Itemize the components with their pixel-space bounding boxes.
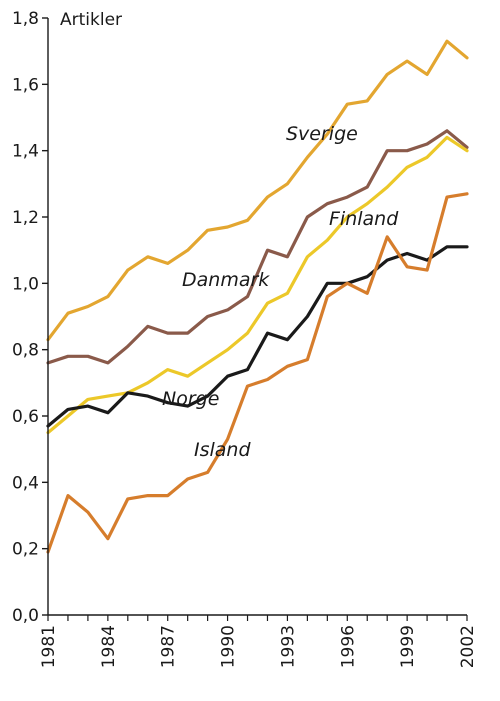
y-tick-label: 0,6 (12, 407, 39, 427)
series-label-sverige: Sverige (286, 123, 358, 145)
series-labels: Sverige Finland Danmark Norge Island (162, 123, 399, 461)
x-tick-label: 1987 (159, 625, 179, 668)
y-tick-label: 1,2 (12, 208, 39, 228)
series-line-island (46, 192, 469, 554)
series-line-sverige (46, 39, 469, 342)
series-label-norge: Norge (162, 388, 219, 410)
series-label-danmark: Danmark (182, 269, 270, 291)
series-line-danmark (46, 129, 469, 365)
x-tick-label: 1993 (278, 625, 298, 668)
y-tick-label: 0,4 (12, 473, 39, 493)
series-label-island: Island (194, 439, 251, 461)
x-tick-label: 1999 (398, 625, 418, 668)
x-tick-label: 1990 (219, 625, 239, 668)
series-lines (46, 39, 469, 554)
y-axis-ticks: 0,0 0,2 0,4 0,6 0,8 1,0 1,2 1,4 1,6 1,8 (12, 9, 48, 626)
series-label-finland: Finland (329, 208, 399, 230)
y-unit-label: Artikler (60, 10, 122, 30)
y-tick-label: 0,0 (12, 606, 39, 626)
x-tick-label: 1984 (99, 625, 119, 668)
series-line-finland (46, 135, 469, 435)
x-tick-label: 2002 (458, 625, 478, 668)
y-tick-label: 1,6 (12, 75, 39, 95)
series-line-norge (46, 245, 469, 428)
y-tick-label: 0,2 (12, 540, 39, 560)
x-tick-label: 1981 (39, 625, 59, 668)
x-tick-label: 1996 (338, 625, 358, 668)
x-axis-ticks: 1981 1984 1987 1990 1993 1996 1999 2002 (39, 615, 478, 668)
y-tick-label: 1,4 (12, 142, 39, 162)
y-tick-label: 1,0 (12, 274, 39, 294)
y-tick-label: 0,8 (12, 341, 39, 361)
y-tick-label: 1,8 (12, 9, 39, 29)
